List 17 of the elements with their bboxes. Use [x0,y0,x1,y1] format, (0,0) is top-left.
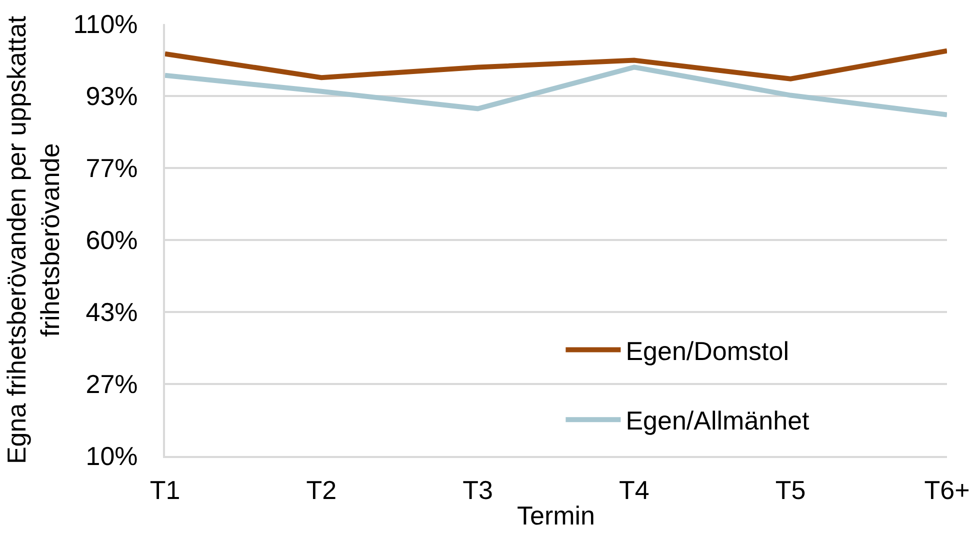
x-tick-label: T6+ [924,475,970,506]
x-tick-label: T3 [462,475,493,506]
x-tick-label: T2 [306,475,337,506]
x-tick-label: T1 [150,475,180,506]
y-axis-title: Egna frihetsberövanden per uppskattat frihetsberövande [1,15,66,464]
y-tick-label: 60% [86,225,138,256]
y-tick-label: 43% [86,297,138,328]
legend-label: Egen/Domstol [626,336,790,366]
y-tick-label: 27% [86,369,138,400]
x-tick-label: T5 [775,475,806,506]
x-tick-label: T4 [619,475,650,506]
y-tick-label: 110% [73,9,138,40]
y-tick-label: 93% [86,81,138,112]
y-tick-label: 77% [86,153,138,184]
x-axis-title: Termin [516,500,596,530]
legend-label: Egen/Allmänhet [626,406,810,436]
y-tick-label: 10% [86,441,138,472]
